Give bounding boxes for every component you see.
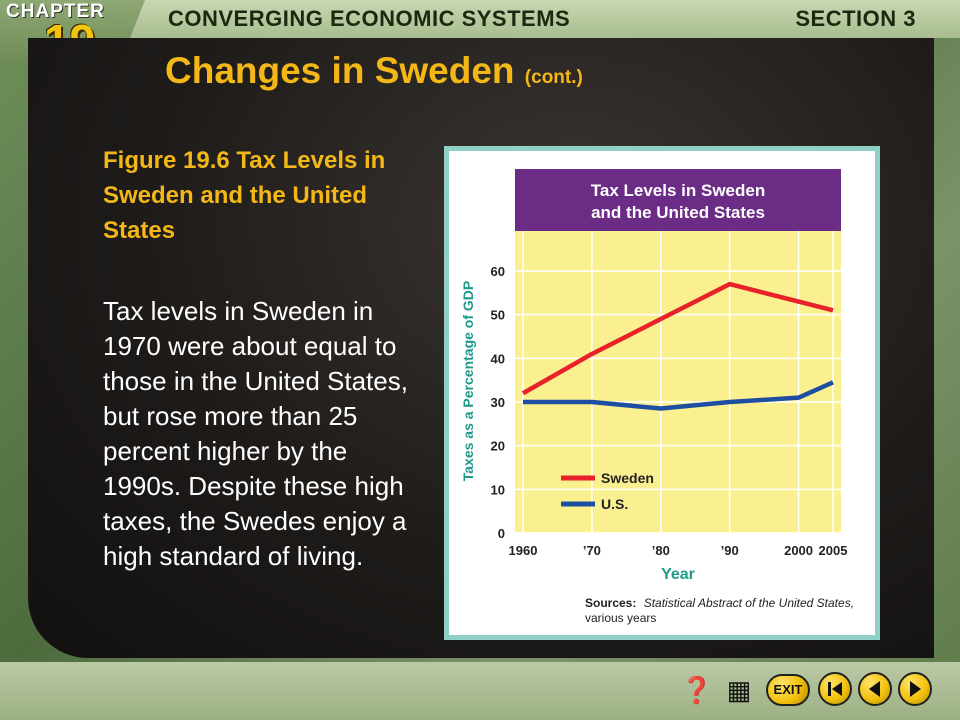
y-tick-label: 10 [491,482,505,497]
banner-title: CONVERGING ECONOMIC SYSTEMS [168,6,571,31]
y-tick-label: 50 [491,308,505,323]
windows-icon[interactable]: ▦ [726,675,752,705]
previous-slide-icon [869,681,880,697]
y-tick-labels: 0 10 20 30 40 50 60 [491,264,505,541]
y-tick-label: 0 [498,526,505,541]
bottom-nav-bar [0,662,960,720]
slide-title-text: Changes in Sweden [165,50,515,91]
x-tick-label: ’80 [652,543,670,558]
next-slide-button[interactable] [898,672,932,706]
first-slide-icon [828,682,842,696]
plot-area [515,231,841,533]
x-tick-label: 2005 [819,543,848,558]
chart-title-line-1: Tax Levels in Sweden [591,181,765,200]
source-label: Sources: [585,596,636,610]
x-tick-label: ’90 [721,543,739,558]
help-icon[interactable]: ❓ [680,675,714,705]
x-tick-label: 2000 [784,543,813,558]
y-tick-label: 30 [491,395,505,410]
slide-title-suffix: (cont.) [524,67,583,88]
legend: Sweden U.S. [561,470,654,512]
x-tick-labels: 1960 ’70 ’80 ’90 2000 2005 [509,543,848,558]
x-axis-label: Year [661,566,695,583]
y-axis-label: Taxes as a Percentage of GDP [460,281,476,482]
chart-card: Tax Levels in Sweden and the United Stat… [444,146,880,640]
exit-button[interactable]: EXIT [766,674,810,706]
series-lines [521,281,834,411]
figure-heading: Figure 19.6 Tax Levels in Sweden and the… [103,147,386,244]
chapter-label: CHAPTER [6,1,105,22]
first-slide-button[interactable] [818,672,852,706]
series-line-sweden [521,281,834,396]
source-note: Sources: Statistical Abstract of the Uni… [585,596,854,610]
section-label: SECTION 3 [795,6,916,31]
slide-title: Changes in Sweden (cont.) [165,50,583,92]
tax-levels-chart: Tax Levels in Sweden and the United Stat… [449,151,875,635]
chart-title-line-2: and the United States [591,203,765,222]
next-slide-icon [910,681,921,697]
legend-label-sweden: Sweden [601,470,654,486]
legend-label-us: U.S. [601,496,628,512]
figure-description: Tax levels in Sweden in 1970 were about … [103,296,408,571]
source-text: Statistical Abstract of the United State… [644,596,854,610]
x-tick-label: 1960 [509,543,538,558]
top-banner [0,0,960,38]
source-suffix: various years [585,611,656,625]
y-tick-label: 40 [491,351,505,366]
chart-title-band [515,169,841,231]
y-tick-label: 20 [491,439,505,454]
x-tick-label: ’70 [583,543,601,558]
previous-slide-button[interactable] [858,672,892,706]
y-tick-label: 60 [491,264,505,279]
series-line-us [523,380,834,411]
